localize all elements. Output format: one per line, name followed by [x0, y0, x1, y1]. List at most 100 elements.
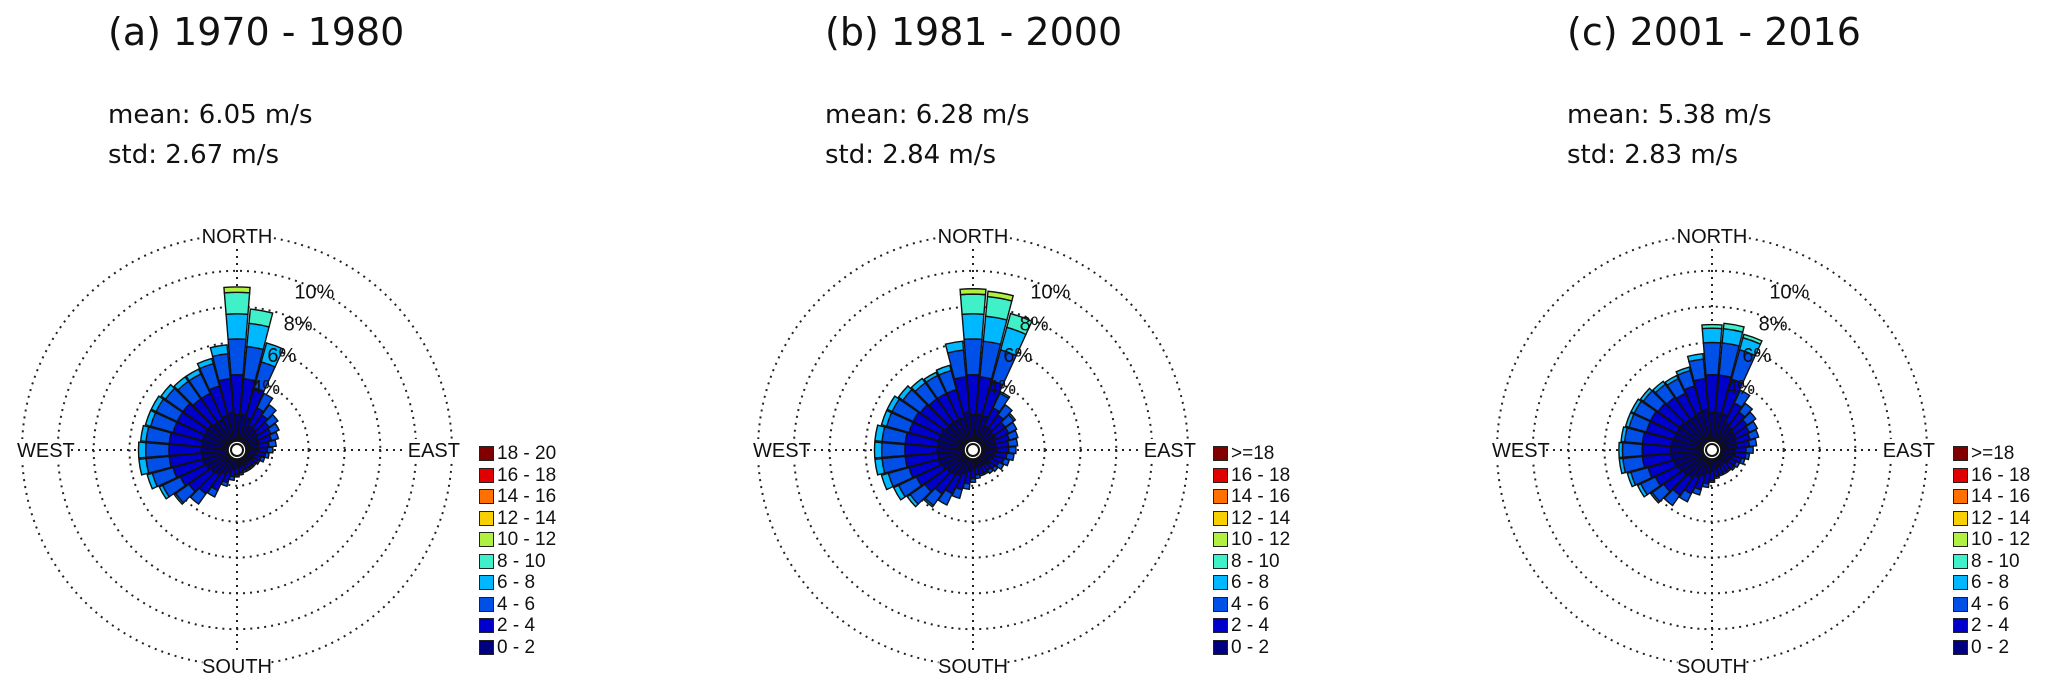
compass-east: EAST [408, 440, 460, 462]
legend-item: >=18 [1953, 443, 2067, 465]
sector-bar [1006, 437, 1019, 448]
std-wind-speed: std: 2.83 m/s [1567, 140, 1739, 170]
legend-label: 12 - 14 [1971, 507, 2031, 529]
radial-tick-label: 4% [987, 377, 1016, 399]
legend-label: 12 - 14 [497, 507, 557, 529]
sector-bar [189, 487, 207, 506]
sector-bar [234, 474, 240, 478]
legend-label: 4 - 6 [497, 593, 536, 615]
wind-rose-chart: NORTH SOUTH WEST EAST 4% 6% 8% 10% [751, 225, 1198, 678]
legend-label: 0 - 2 [497, 636, 536, 658]
legend-swatch [1213, 510, 1228, 526]
radial-tick-label: 6% [1742, 345, 1771, 367]
radial-tick-label: 8% [1020, 313, 1049, 335]
radial-tick-label: 8% [1759, 313, 1788, 335]
sector-bar [959, 293, 987, 316]
sector-bar [138, 457, 150, 476]
std-wind-speed: std: 2.84 m/s [825, 140, 997, 170]
sector-bar [266, 446, 274, 454]
compass-south: SOUTH [202, 656, 272, 678]
mean-wind-speed: mean: 5.38 m/s [1567, 100, 1772, 130]
sector-bar [225, 313, 249, 341]
legend-item: 6 - 8 [1213, 572, 1353, 594]
legend-label: 12 - 14 [1231, 507, 1291, 529]
sector-bar [144, 409, 157, 428]
sector-bar [1620, 426, 1628, 443]
legend-label: 2 - 4 [1231, 615, 1270, 637]
legend-item: 0 - 2 [479, 637, 619, 659]
sector-bar [1005, 452, 1015, 462]
mean-wind-speed: mean: 6.28 m/s [825, 100, 1030, 130]
sector-bar [1621, 442, 1644, 458]
sector-bar [873, 441, 883, 459]
legend-item: 10 - 12 [1953, 529, 2067, 551]
legend-swatch [479, 639, 494, 655]
sector-bar [1651, 380, 1667, 394]
radial-tick-label: 6% [267, 345, 296, 367]
sector-bar [158, 484, 171, 500]
sector-bar [892, 484, 907, 501]
panel-b: (b) 1981 - 2000 mean: 6.28 m/s std: 2.84… [737, 0, 1437, 686]
legend-swatch [479, 618, 494, 634]
sector-bar [1708, 479, 1716, 483]
panel-title: (a) 1970 - 1980 [108, 10, 405, 54]
legend-swatch [1213, 489, 1228, 505]
legend-label: >=18 [1231, 443, 1275, 465]
sector-bar [1649, 491, 1661, 504]
legend-label: 4 - 6 [1231, 593, 1270, 615]
sector-bar [258, 455, 266, 463]
legend-label: 10 - 12 [1231, 529, 1291, 551]
sector-bar [969, 477, 977, 483]
compass-west: WEST [17, 440, 75, 462]
sector-bar [1742, 333, 1763, 346]
legend-label: 6 - 8 [1971, 572, 2010, 594]
sector-bar [263, 451, 270, 459]
legend-item: 14 - 16 [1953, 486, 2067, 508]
speed-legend: >=18 16 - 18 14 - 16 12 - 14 10 - 12 8 - 10 6 … [1953, 443, 2067, 658]
legend-swatch [479, 575, 494, 591]
legend-item: 16 - 18 [479, 465, 619, 487]
legend-item: 10 - 12 [479, 529, 619, 551]
sector-bar [223, 291, 251, 316]
panel-title: (c) 2001 - 2016 [1567, 10, 1861, 54]
sector-bar [260, 342, 285, 368]
legend-swatch [1213, 467, 1228, 483]
sector-bar [944, 340, 965, 354]
wind-rose-chart: NORTH SOUTH WEST EAST 4% 6% 8% 10% [1490, 225, 1937, 678]
sector-bar [880, 409, 893, 428]
radial-tick-label: 8% [284, 313, 313, 335]
sector-bar [1001, 457, 1011, 467]
legend-label: 6 - 8 [497, 572, 536, 594]
legend-item: 6 - 8 [479, 572, 619, 594]
legend-swatch [479, 553, 494, 569]
sector-bar [223, 286, 251, 294]
legend-swatch [479, 510, 494, 526]
compass-west: WEST [753, 440, 811, 462]
compass-south: SOUTH [938, 656, 1008, 678]
legend-item: 0 - 2 [1953, 637, 2067, 659]
label-bg [406, 439, 462, 461]
label-bg [1881, 439, 1937, 461]
sector-bar [1006, 429, 1019, 441]
sector-bar [880, 472, 895, 491]
std-wind-speed: std: 2.67 m/s [108, 140, 280, 170]
sector-bar [260, 403, 277, 421]
legend-label: 8 - 10 [1971, 550, 2020, 572]
label-bg [1490, 439, 1546, 461]
legend-item: 6 - 8 [1953, 572, 2067, 594]
legend-label: 8 - 10 [497, 550, 546, 572]
sector-bar [206, 485, 219, 498]
sector-bar [1738, 457, 1746, 466]
radial-tick-label: 10% [1030, 281, 1070, 303]
sector-bar [1745, 445, 1754, 455]
sector-bar [880, 441, 906, 459]
wind-rose-chart: NORTH SOUTH WEST EAST 4% 6% 8% 10% [15, 225, 462, 678]
radial-tick-label: 4% [1726, 377, 1755, 399]
sector-bar [1678, 488, 1693, 503]
legend-item: 16 - 18 [1213, 465, 1353, 487]
legend-item: 16 - 18 [1953, 465, 2067, 487]
legend-item: 14 - 16 [1213, 486, 1353, 508]
panel-a: (a) 1970 - 1980 mean: 6.05 m/s std: 2.67… [0, 0, 700, 686]
legend-item: 14 - 16 [479, 486, 619, 508]
label-bg [202, 655, 272, 677]
